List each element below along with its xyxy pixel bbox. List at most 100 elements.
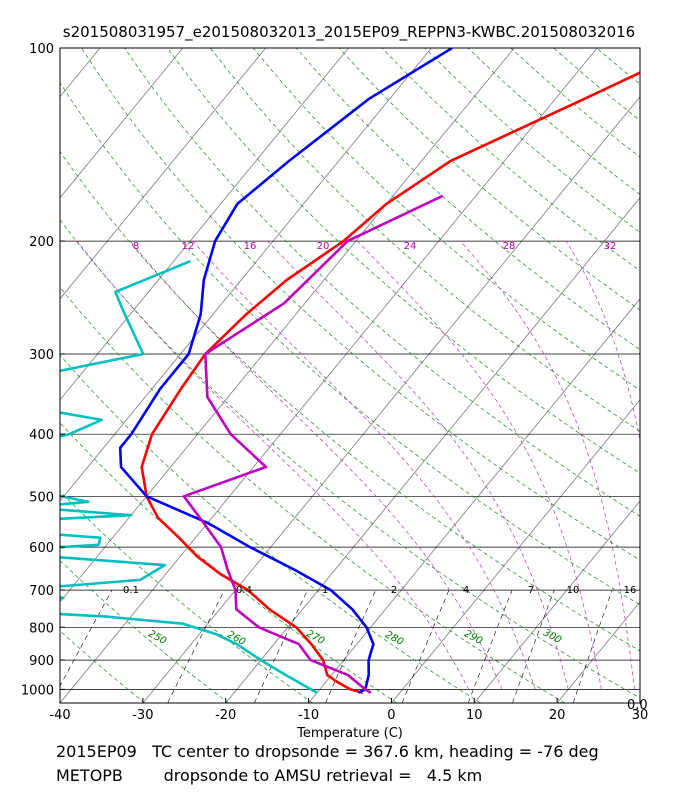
isotherm-line bbox=[60, 48, 101, 98]
series-line-2 bbox=[60, 259, 318, 694]
dry-adiabat bbox=[60, 150, 640, 652]
isotherm-line bbox=[60, 48, 515, 603]
y-tick-label: 500 bbox=[29, 490, 54, 505]
y-tick-label: 100 bbox=[29, 42, 54, 57]
y-tick-label: 700 bbox=[29, 584, 54, 599]
x-tick-label: 20 bbox=[549, 708, 566, 723]
moist-adiabat bbox=[129, 240, 503, 690]
plot-frame bbox=[59, 47, 641, 704]
moist-adiabat-label: 24 bbox=[404, 241, 417, 252]
moist-adiabat-label: 20 bbox=[317, 241, 330, 252]
mixing-ratio-label: 2 bbox=[391, 585, 397, 596]
y-tick-label: 600 bbox=[29, 541, 54, 556]
plot-area bbox=[0, 48, 700, 703]
moist-adiabat-label: 32 bbox=[604, 241, 617, 252]
dry-adiabat bbox=[60, 422, 397, 703]
mixing-ratio-label: 7 bbox=[528, 585, 534, 596]
dry-adiabat bbox=[252, 48, 640, 391]
dry-adiabat bbox=[60, 219, 640, 699]
series-line-4 bbox=[182, 194, 444, 694]
y-tick-label: 900 bbox=[29, 654, 54, 669]
corner-label: 0.0 bbox=[627, 698, 648, 713]
dry-adiabat bbox=[338, 48, 640, 311]
mixing-ratio-line bbox=[254, 589, 308, 703]
dry-adiabat bbox=[381, 48, 640, 272]
isotherm-line bbox=[60, 48, 432, 502]
moist-adiabat-label: 8 bbox=[133, 241, 139, 252]
series-line-1 bbox=[140, 71, 640, 694]
y-tick-label: 300 bbox=[29, 348, 54, 363]
dry-adiabat bbox=[295, 48, 640, 350]
isotherm-line bbox=[0, 48, 17, 703]
dry-adiabat bbox=[60, 701, 61, 703]
dry-adiabat bbox=[60, 81, 640, 606]
x-tick-label: -30 bbox=[132, 708, 153, 723]
mixing-ratio-label: 4 bbox=[463, 585, 469, 596]
mixing-ratio-line bbox=[512, 589, 555, 703]
mixing-ratio-line bbox=[401, 589, 450, 703]
dry-adiabat bbox=[510, 48, 640, 158]
moist-adiabat bbox=[565, 240, 640, 442]
y-tick-label: 400 bbox=[29, 428, 54, 443]
x-axis-label: Temperature (C) bbox=[296, 726, 403, 741]
moist-adiabat bbox=[460, 240, 635, 690]
dry-adiabat-label: 270 bbox=[304, 628, 326, 647]
dry-adiabat bbox=[124, 48, 640, 517]
isotherm-line bbox=[142, 96, 640, 703]
moist-adiabat bbox=[192, 240, 536, 690]
isotherm-line bbox=[60, 48, 598, 703]
isotherm-line bbox=[225, 197, 640, 703]
moist-adiabat bbox=[659, 241, 700, 689]
x-tick-label: -10 bbox=[298, 708, 319, 723]
x-tick-label: 0 bbox=[387, 708, 395, 723]
mixing-ratio-label: 0.4 bbox=[236, 585, 252, 596]
dry-adiabat bbox=[60, 286, 565, 703]
mixing-ratio-label: 1 bbox=[322, 585, 328, 596]
mixing-ratio-line bbox=[325, 589, 377, 703]
mixing-ratio-label: 0.1 bbox=[123, 585, 139, 596]
moist-adiabat-label: 12 bbox=[182, 241, 195, 252]
mixing-ratio-label: 16 bbox=[624, 585, 637, 596]
dry-adiabat bbox=[60, 630, 145, 703]
dry-adiabat-label: 260 bbox=[225, 629, 247, 648]
dry-adiabat bbox=[81, 48, 640, 561]
isotherm-line bbox=[639, 702, 640, 703]
dry-adiabat bbox=[210, 48, 640, 432]
x-tick-label: -40 bbox=[49, 708, 70, 723]
mixing-ratio-line bbox=[167, 589, 225, 703]
dry-adiabat bbox=[60, 490, 313, 703]
x-tick-label: 30 bbox=[632, 708, 649, 723]
dry-adiabat bbox=[424, 48, 640, 233]
isotherm-line bbox=[308, 298, 640, 703]
moist-adiabat bbox=[267, 240, 569, 690]
footer-line-2: METOPB dropsonde to AMSU retrieval = 4.5… bbox=[56, 766, 483, 785]
moist-adiabat-label: 16 bbox=[244, 241, 257, 252]
y-tick-label: 800 bbox=[29, 621, 54, 636]
dry-adiabat bbox=[596, 48, 640, 85]
isotherm-line bbox=[60, 48, 349, 401]
x-tick-label: 10 bbox=[466, 708, 483, 723]
y-tick-label: 1000 bbox=[21, 683, 54, 698]
mixing-ratio-label: 10 bbox=[567, 585, 580, 596]
mixing-ratio-line bbox=[60, 589, 113, 687]
moist-adiabat bbox=[76, 240, 470, 690]
dry-adiabat bbox=[553, 48, 640, 121]
chart-title: s201508031957_e201508032013_2015EP09_REP… bbox=[63, 23, 635, 42]
dry-adiabat-label: 280 bbox=[383, 629, 405, 648]
dry-adiabat bbox=[60, 354, 481, 703]
isotherm-line bbox=[60, 48, 184, 199]
dry-adiabat bbox=[467, 48, 640, 195]
footer-line-1: 2015EP09 TC center to dropsonde = 367.6 … bbox=[56, 742, 599, 761]
isotherm-line bbox=[473, 500, 640, 703]
isotherm-line bbox=[60, 48, 267, 300]
x-tick-label: -20 bbox=[215, 708, 236, 723]
y-tick-label: 200 bbox=[29, 235, 54, 250]
moist-adiabat bbox=[356, 240, 602, 690]
dry-adiabat-label: 300 bbox=[541, 627, 563, 646]
series-line-3 bbox=[118, 48, 453, 694]
isotherm-line bbox=[391, 399, 640, 703]
moist-adiabat-label: 28 bbox=[503, 241, 516, 252]
mixing-ratio-line bbox=[467, 589, 513, 703]
